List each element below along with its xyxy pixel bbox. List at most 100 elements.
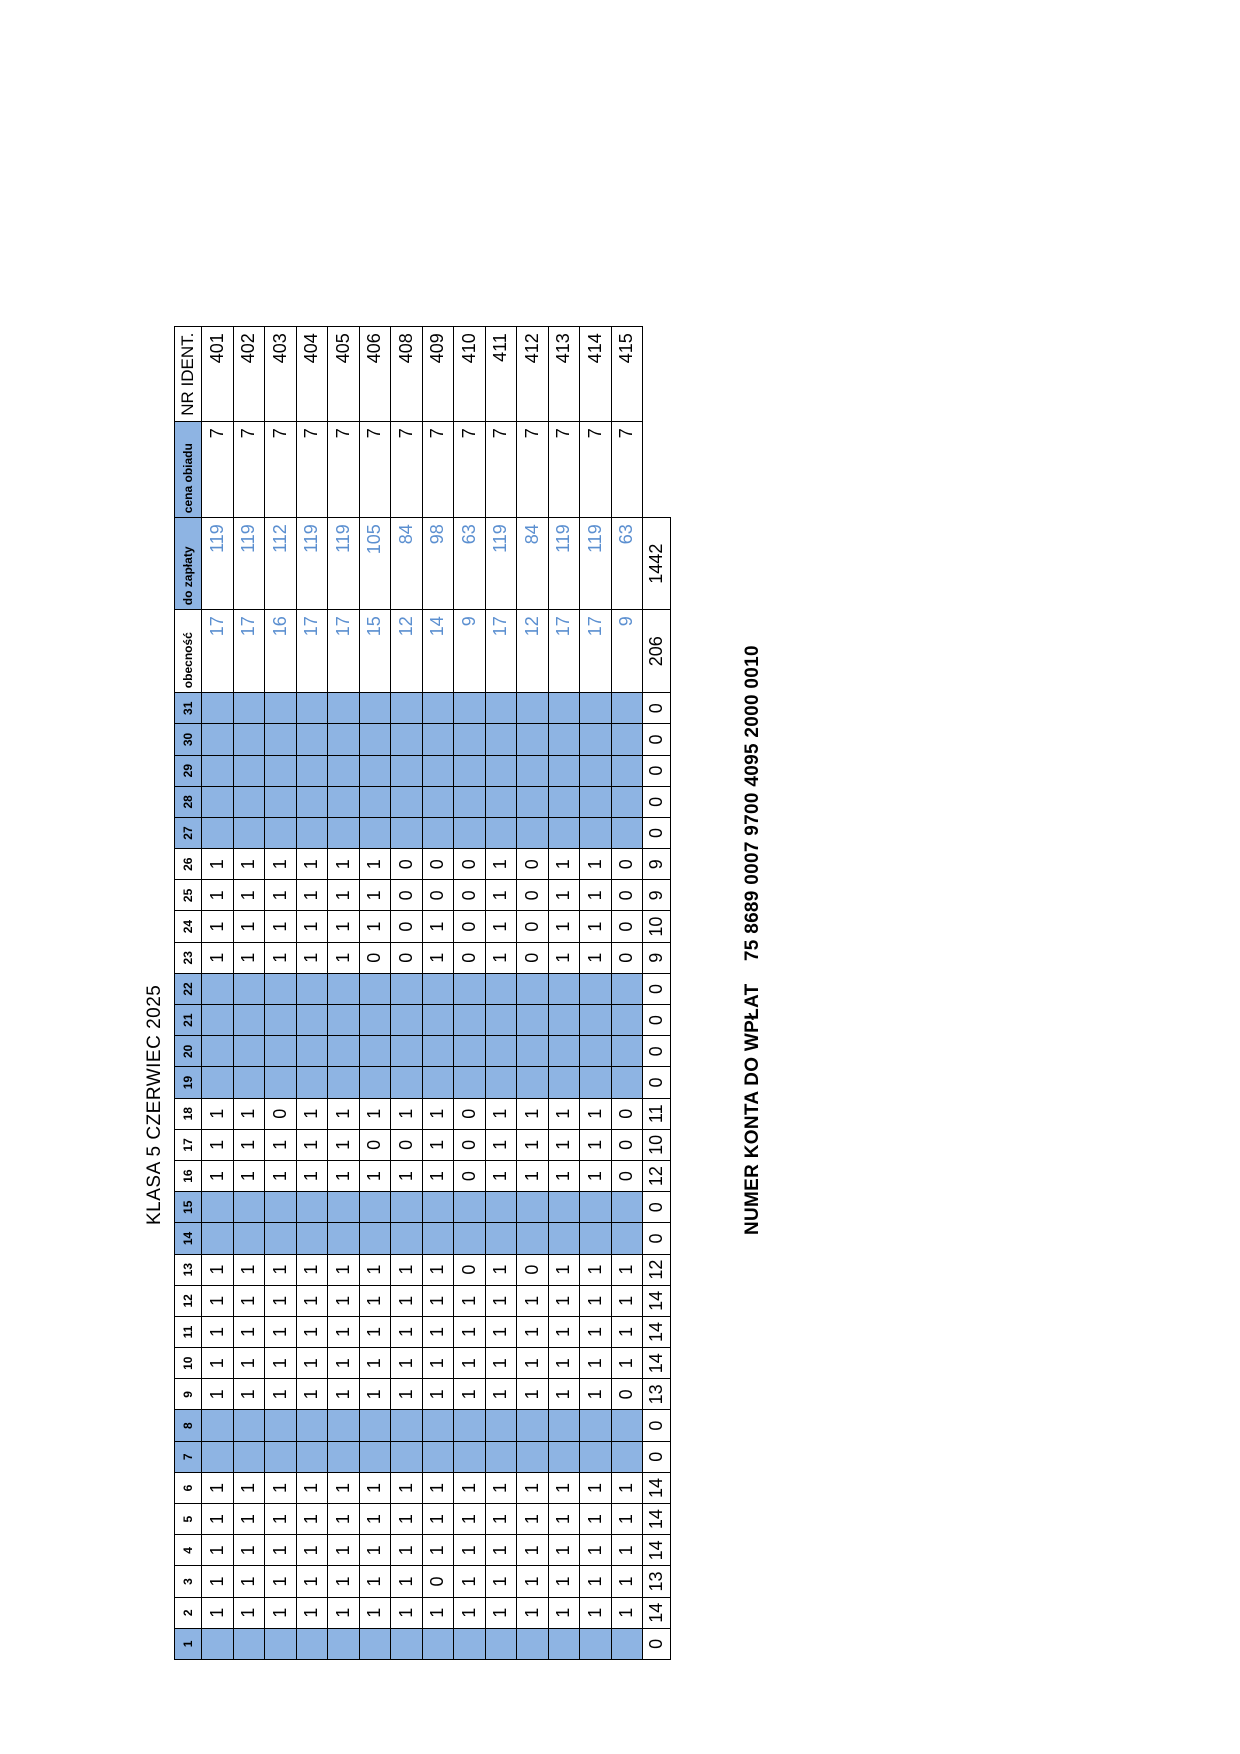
- day-cell: 1: [233, 911, 265, 943]
- day-cell: [485, 1004, 517, 1036]
- day-cell: 1: [201, 1378, 233, 1410]
- day-cell: [233, 692, 265, 724]
- day-cell: [611, 817, 643, 849]
- day-cell: 1: [579, 848, 611, 880]
- day-cell: [611, 692, 643, 724]
- day-cell: 1: [453, 1472, 485, 1504]
- day-cell: [548, 1410, 580, 1442]
- cena-cell: 7: [327, 421, 359, 518]
- day-cell: [422, 1628, 454, 1660]
- day-cell: [359, 1628, 391, 1660]
- day-cell: 1: [264, 848, 296, 880]
- day-header: 10: [174, 1347, 202, 1379]
- day-cell: [264, 1191, 296, 1223]
- day-cell: 1: [233, 1378, 265, 1410]
- day-cell: 1: [422, 1316, 454, 1348]
- day-cell: 1: [296, 1129, 328, 1161]
- day-cell: 1: [264, 1472, 296, 1504]
- day-cell: [327, 1628, 359, 1660]
- day-cell: [264, 1222, 296, 1255]
- day-cell: 1: [548, 1597, 580, 1629]
- day-cell: 1: [548, 1565, 580, 1598]
- day-cell: [611, 1222, 643, 1255]
- day-cell: 1: [296, 879, 328, 911]
- day-cell: [327, 692, 359, 724]
- table-row: 1 1 1 1 1 1 1 1 1 1 1 0 1 0 0 0 0 12 84 7 408: [390, 326, 422, 1660]
- day-cell: 0: [453, 1098, 485, 1130]
- day-cell: 1: [579, 1472, 611, 1504]
- day-cell: 0: [453, 942, 485, 974]
- day-cell: 1: [516, 1098, 548, 1130]
- day-cell: 1: [390, 1098, 422, 1130]
- day-cell: 1: [516, 1597, 548, 1629]
- day-cell: 1: [359, 911, 391, 943]
- table-row: 1 1 1 1 1 1 1 1 1 1 1 1 1 1 1 1 1 17 119 7 402: [233, 326, 265, 1660]
- do-zaplaty-header: do zapłaty: [174, 517, 202, 610]
- day-header: 17: [174, 1129, 202, 1161]
- day-cell: [264, 817, 296, 849]
- day-cell: 0: [611, 879, 643, 911]
- day-cell: 1: [233, 1503, 265, 1535]
- ident-cell: 409: [422, 326, 454, 422]
- day-cell: [359, 1191, 391, 1223]
- day-cell: [390, 1628, 422, 1660]
- day-cell: 1: [327, 1160, 359, 1192]
- day-cell: [264, 973, 296, 1005]
- day-cell: 1: [296, 848, 328, 880]
- day-cell: [296, 692, 328, 724]
- day-cell: 1: [548, 911, 580, 943]
- day-total-cell: 0: [642, 817, 671, 849]
- ident-cell: 408: [390, 326, 422, 422]
- day-cell: 1: [516, 1316, 548, 1348]
- day-cell: [296, 786, 328, 818]
- obecnosc-cell: 9: [453, 609, 485, 693]
- day-cell: 1: [264, 911, 296, 943]
- day-cell: 1: [327, 1098, 359, 1130]
- day-cell: [453, 1035, 485, 1067]
- day-cell: 0: [516, 879, 548, 911]
- day-cell: 1: [201, 1316, 233, 1348]
- day-cell: 1: [296, 1285, 328, 1317]
- table-row: 1 1 1 1 1 1 1 1 1 1 1 1 1 1 1 1 1 17 119 7 405: [327, 326, 359, 1660]
- day-total-cell: 12: [642, 1160, 671, 1192]
- day-cell: 1: [548, 1472, 580, 1504]
- day-header: 29: [174, 755, 202, 787]
- ident-header: NR IDENT.: [174, 326, 202, 422]
- day-total-cell: 11: [642, 1098, 671, 1130]
- day-cell: [611, 1035, 643, 1067]
- day-cell: 1: [422, 1534, 454, 1566]
- day-cell: 0: [264, 1098, 296, 1130]
- day-cell: 1: [611, 1534, 643, 1566]
- day-cell: [548, 692, 580, 724]
- day-cell: 1: [579, 942, 611, 974]
- day-header: 2: [174, 1597, 202, 1629]
- day-total-cell: 13: [642, 1565, 671, 1598]
- day-cell: [516, 755, 548, 787]
- day-cell: [390, 817, 422, 849]
- day-cell: [516, 1628, 548, 1660]
- day-cell: [390, 1004, 422, 1036]
- day-cell: [485, 1191, 517, 1223]
- day-cell: [485, 1222, 517, 1255]
- day-total-cell: 0: [642, 1004, 671, 1036]
- cena-cell: 7: [264, 421, 296, 518]
- cena-cell: 7: [296, 421, 328, 518]
- day-cell: 0: [453, 848, 485, 880]
- obecnosc-cell: 9: [611, 609, 643, 693]
- day-cell: [422, 1004, 454, 1036]
- day-cell: 1: [485, 1254, 517, 1286]
- day-cell: 1: [359, 879, 391, 911]
- day-cell: 1: [485, 1565, 517, 1598]
- day-cell: 1: [485, 1597, 517, 1629]
- day-cell: 0: [453, 1160, 485, 1192]
- day-cell: [264, 786, 296, 818]
- day-header: 23: [174, 942, 202, 974]
- day-cell: 1: [327, 1316, 359, 1348]
- day-header: 22: [174, 973, 202, 1005]
- day-cell: [296, 755, 328, 787]
- account-line: NUMER KONTA DO WPŁAT 75 8689 0007 9700 4…: [742, 645, 764, 1235]
- day-header: 7: [174, 1441, 202, 1473]
- day-cell: 1: [296, 911, 328, 943]
- day-cell: [422, 1035, 454, 1067]
- day-header: 21: [174, 1004, 202, 1036]
